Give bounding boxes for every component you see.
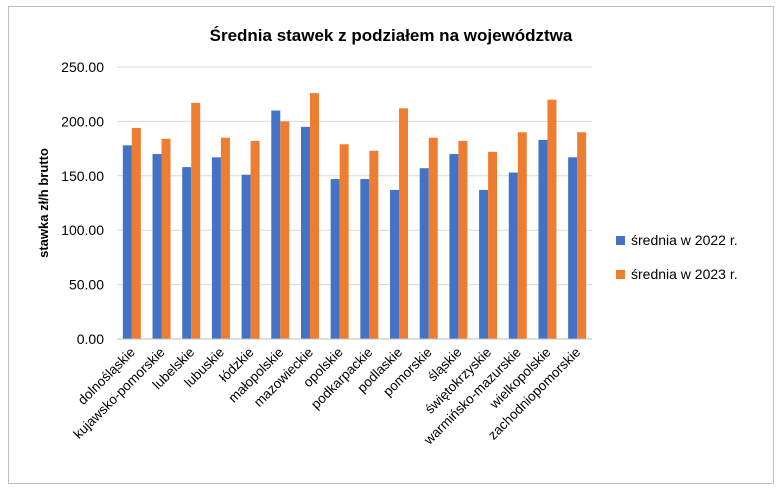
legend-label: średnia w 2023 r.	[631, 266, 738, 282]
y-axis-label: stawka zł/h brutto	[36, 148, 51, 258]
bar-2023-3	[220, 137, 230, 339]
bar-2022-0	[122, 145, 132, 339]
bar-2022-6	[300, 126, 310, 339]
y-tick-label: 100.00	[61, 222, 104, 238]
bar-2022-4	[241, 174, 251, 339]
bar-2023-13	[517, 132, 527, 339]
y-tick-label: 50.00	[69, 277, 104, 293]
legend: średnia w 2022 r. średnia w 2023 r.	[616, 232, 738, 282]
y-tick-label: 150.00	[61, 168, 104, 184]
bar-2022-2	[182, 167, 192, 339]
bar-2023-11	[458, 140, 468, 339]
bar-2023-4	[250, 140, 260, 339]
bar-2023-12	[488, 151, 498, 339]
bar-2023-8	[369, 150, 379, 339]
bar-2022-14	[538, 139, 548, 339]
bar-2022-8	[360, 179, 370, 339]
y-axis-ticks: 0.00 50.00 100.00 150.00 200.00 250.00	[61, 59, 104, 347]
bars	[122, 93, 587, 340]
x-axis-ticks: dolnośląskiekujawsko-pomorskielubelskiel…	[71, 345, 584, 449]
bar-2023-7	[339, 144, 349, 339]
bar-2022-12	[479, 189, 489, 339]
bar-2022-1	[152, 154, 162, 339]
bar-2023-14	[547, 99, 557, 339]
bar-2022-5	[271, 110, 281, 340]
bar-2023-0	[131, 127, 141, 339]
bar-2022-10	[419, 168, 429, 339]
y-tick-label: 250.00	[61, 59, 104, 75]
legend-label: średnia w 2022 r.	[631, 232, 738, 248]
bar-2022-9	[390, 189, 400, 339]
bar-2023-15	[577, 132, 587, 339]
chart-title: Średnia stawek z podziałem na województw…	[210, 26, 573, 45]
bar-2022-15	[568, 157, 578, 339]
bar-2022-3	[211, 157, 221, 339]
y-tick-label: 0.00	[77, 331, 104, 347]
bar-2022-7	[330, 179, 340, 339]
bar-2023-2	[191, 102, 201, 340]
bar-2022-13	[508, 172, 518, 339]
bar-2023-10	[428, 137, 438, 339]
bar-2023-1	[161, 138, 171, 339]
bar-2023-9	[399, 108, 409, 340]
bar-2023-5	[280, 121, 290, 340]
bar-2022-11	[449, 154, 459, 339]
legend-swatch	[616, 270, 625, 279]
y-tick-label: 200.00	[61, 113, 104, 129]
legend-swatch	[616, 236, 625, 245]
bar-2023-6	[309, 93, 319, 339]
